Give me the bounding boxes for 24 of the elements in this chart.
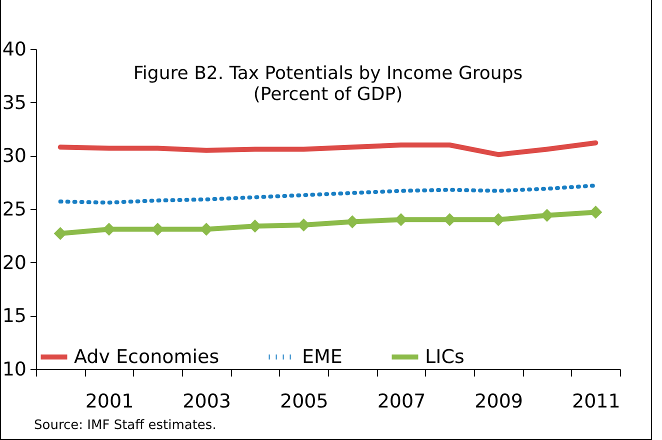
y-tick-label: 20 bbox=[2, 252, 26, 274]
x-tick-label: 2003 bbox=[182, 390, 232, 412]
x-tick-label: 2009 bbox=[474, 390, 524, 412]
x-tick-label: 2001 bbox=[85, 390, 134, 412]
legend-label: EME bbox=[302, 346, 342, 368]
y-tick-label: 30 bbox=[2, 145, 26, 168]
line-series bbox=[58, 184, 598, 205]
legend-label: Adv Economies bbox=[74, 346, 220, 368]
point bbox=[589, 206, 602, 219]
point bbox=[297, 218, 310, 232]
text: Figure B2. Tax Potentials by Income Groups bbox=[133, 63, 523, 84]
y-tick-label: 40 bbox=[2, 38, 26, 60]
point bbox=[54, 227, 67, 240]
y-tick-label: 10 bbox=[2, 358, 26, 380]
x-tick-label: 2007 bbox=[377, 390, 426, 412]
legend-label: LICs bbox=[425, 346, 464, 368]
y-tick-label: 35 bbox=[2, 92, 26, 114]
y-tick-label: 25 bbox=[2, 198, 26, 220]
point bbox=[346, 215, 359, 228]
source-note: Source: IMF Staff estimates. bbox=[34, 418, 216, 433]
y-tick-label: 15 bbox=[2, 305, 26, 328]
x-tick-label: 2005 bbox=[280, 390, 328, 412]
x-tick-label: 2011 bbox=[572, 390, 620, 412]
text: (Percent of GDP) bbox=[253, 84, 403, 105]
